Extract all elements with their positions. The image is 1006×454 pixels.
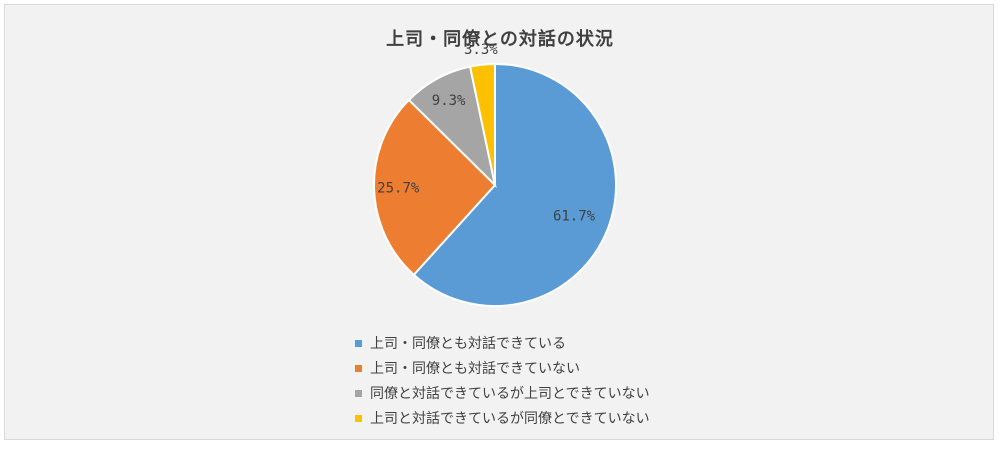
legend-swatch-1	[355, 364, 362, 372]
chart-area: 上司・同僚との対話の状況 61.7% 25.7% 9.3% 3.3% 上司・同僚とも対…	[4, 4, 994, 440]
data-label-2: 9.3%	[432, 93, 466, 109]
legend-swatch-2	[355, 389, 362, 397]
legend-item-3: 上司と対話できているが同僚とできていない	[355, 406, 775, 430]
pie-slices	[373, 62, 617, 307]
legend: 上司・同僚とも対話できている 上司・同僚とも対話できていない 同僚と対話できてい…	[355, 331, 775, 431]
pie-chart: 61.7% 25.7% 9.3% 3.3%	[373, 42, 617, 307]
data-label-1: 25.7%	[377, 181, 420, 197]
pie-data-labels: 61.7% 25.7% 9.3% 3.3%	[377, 42, 596, 224]
chart-title: 上司・同僚との対話の状況	[386, 29, 614, 50]
legend-label-3: 上司と対話できているが同僚とできていない	[370, 411, 650, 427]
legend-item-1: 上司・同僚とも対話できていない	[355, 356, 775, 380]
pie-slice-3	[468, 62, 496, 186]
data-label-3: 3.3%	[464, 42, 498, 58]
legend-item-0: 上司・同僚とも対話できている	[355, 331, 775, 355]
legend-label-2: 同僚と対話できているが上司とできていない	[370, 386, 650, 402]
legend-label-1: 上司・同僚とも対話できていない	[370, 361, 580, 377]
pie-slice-1	[373, 98, 497, 277]
legend-swatch-0	[355, 339, 362, 347]
legend-label-0: 上司・同僚とも対話できている	[370, 336, 566, 352]
legend-swatch-3	[355, 414, 362, 422]
pie-slice-0	[412, 62, 617, 307]
legend-item-2: 同僚と対話できているが上司とできていない	[355, 381, 775, 405]
data-label-0: 61.7%	[553, 208, 596, 224]
